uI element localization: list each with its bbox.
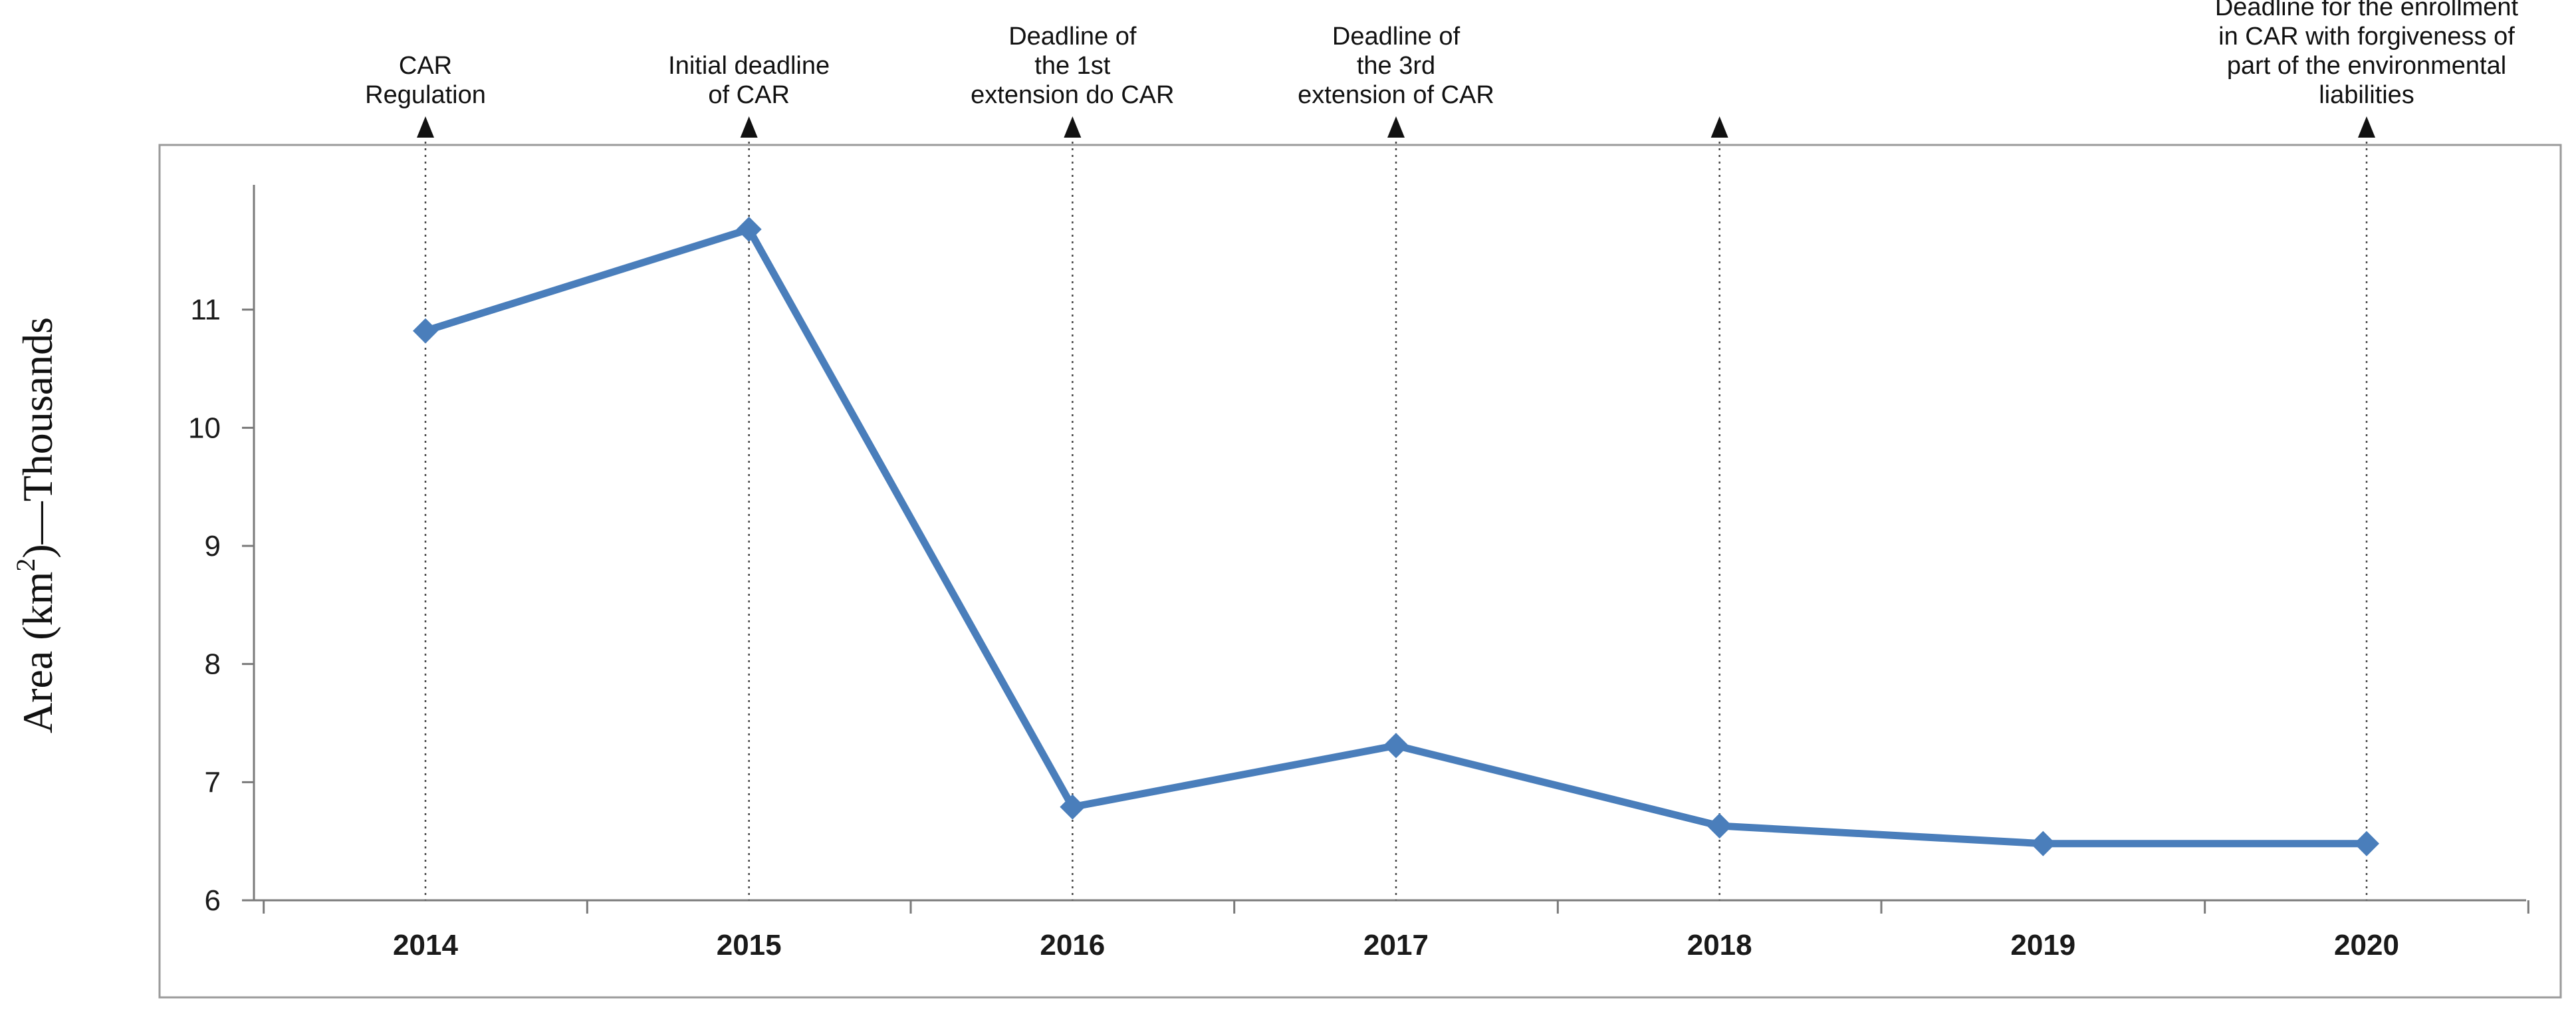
y-ticks: 6 7 8 9 10 11 [188,294,254,917]
event-arrowhead [740,116,758,138]
data-point-marker [1706,813,1732,839]
plot-frame [158,144,2562,999]
y-tick-label: 9 [205,530,221,563]
data-point-marker [1060,794,1086,820]
event-annotation-text: CAR [399,52,452,80]
event-arrowhead [1387,116,1405,138]
event-annotation-text: Deadline of [1332,23,1461,51]
y-tick-label: 8 [205,648,221,681]
x-tick-label: 2018 [1687,929,1752,961]
event-annotation-text: Deadline of [1008,23,1137,51]
data-point-marker [1383,733,1409,759]
event-annotation-text: part of the environmental [2227,52,2506,80]
event-annotation-text: the 1st [1034,52,1111,80]
data-point-marker [2030,830,2056,856]
event-annotation-text: Initial deadline [668,52,830,80]
event-arrowhead [1064,116,1082,138]
event-arrowhead [2358,116,2375,138]
x-tick-label: 2015 [717,929,782,961]
y-axis-label: Area (km2)—Thousands [11,317,61,733]
event-annotation-text: Deadline for the enrollment [2215,0,2519,21]
x-tick-label: 2016 [1040,929,1105,961]
y-tick-label: 11 [190,294,221,326]
data-point-marker [2354,830,2379,856]
data-point-marker [413,318,438,344]
event-annotation-text: in CAR with forgiveness of [2218,23,2515,51]
y-tick-label: 10 [188,412,221,444]
x-tick-label: 2014 [393,929,458,961]
event-arrowhead [417,116,434,138]
x-ticks: 2014 2015 2016 2017 2018 2019 2020 [263,900,2529,961]
x-tick-label: 2020 [2334,929,2399,961]
event-annotation-text: the 3rd [1357,52,1435,80]
event-annotation-text: extension do CAR [971,81,1174,109]
event-annotation-text: liabilities [2319,81,2414,109]
y-tick-label: 7 [205,766,221,799]
event-annotation-text: extension of CAR [1298,81,1494,109]
event-arrowhead [1710,116,1728,138]
y-tick-label: 6 [205,884,221,917]
series [413,216,2379,856]
data-point-marker [736,216,762,242]
x-tick-label: 2019 [2010,929,2075,961]
event-annotation-text: of CAR [708,81,789,109]
event-annotation-text: Regulation [365,81,486,109]
x-tick-label: 2017 [1363,929,1429,961]
